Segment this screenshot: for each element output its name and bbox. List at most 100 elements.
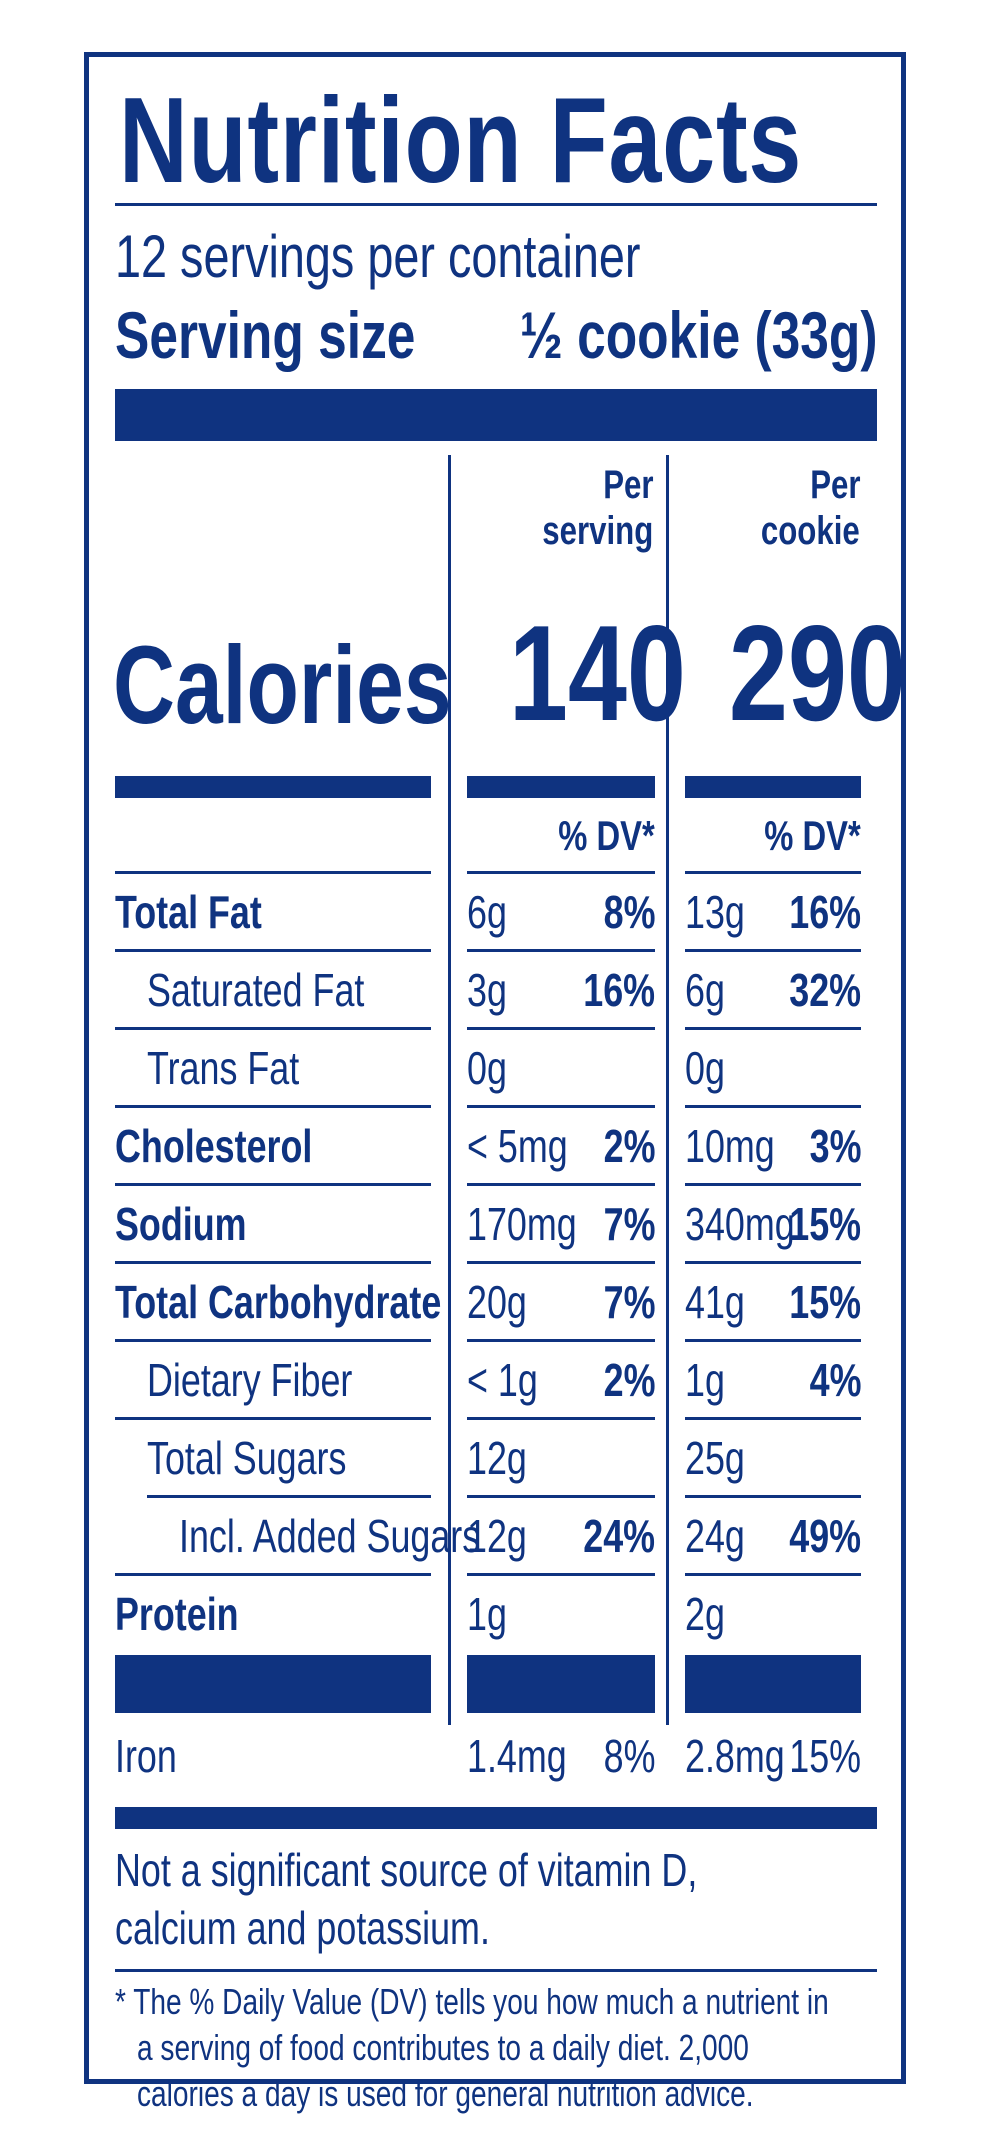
row-rule-col2 (685, 1027, 861, 1030)
serving-size-value: ½ cookie (33g) (519, 298, 877, 372)
row-rule-col1 (467, 1027, 655, 1030)
nutrient-name: Saturated Fat (147, 964, 365, 1016)
row-rule-name (115, 1183, 431, 1186)
nutrient-dv-col1: 2% (603, 1120, 655, 1172)
vitamins-bar-left (115, 1655, 431, 1713)
calories-per-serving: 140 (508, 597, 686, 749)
nutrient-dv-col1 (549, 1591, 655, 1637)
iron-dv-col2: 15% (789, 1730, 862, 1782)
nutrient-name: Total Carbohydrate (115, 1276, 442, 1328)
column-divider-1 (448, 455, 451, 1725)
nutrient-amount-col1: 170mg (467, 1198, 577, 1250)
row-rule-name (115, 949, 431, 952)
column-divider-2 (666, 455, 669, 1725)
calories-bar-col1 (467, 776, 655, 798)
iron-amount-col2: 2.8mg (685, 1730, 785, 1782)
nutrient-amount-col1: 1g (467, 1588, 507, 1640)
nutrient-dv-col2 (769, 1435, 861, 1481)
nutrient-name: Incl. Added Sugars (179, 1510, 481, 1562)
nutrient-amount-col2: 24g (685, 1510, 745, 1562)
daily-value-footnote: * The % Daily Value (DV) tells you how m… (115, 1981, 829, 2114)
nutrient-amount-col1: 3g (467, 964, 507, 1016)
nutrient-amount-col2: 1g (685, 1354, 725, 1406)
nutrient-name: Cholesterol (115, 1120, 313, 1172)
row-rule-name (115, 1261, 431, 1264)
nutrient-name: Dietary Fiber (147, 1354, 353, 1406)
row-rule-col1 (467, 1261, 655, 1264)
dv-header-col1: % DV* (558, 812, 655, 859)
nutrient-amount-col2: 13g (685, 886, 745, 938)
nutrient-amount-col1: 0g (467, 1042, 507, 1094)
row-rule-col2 (685, 1495, 861, 1498)
nutrient-dv-col1: 24% (583, 1510, 655, 1562)
row-rule-col1 (467, 1573, 655, 1576)
nutrient-dv-col2: 16% (789, 886, 862, 938)
calories-bar-left (115, 776, 431, 798)
row-rule-col2 (685, 949, 861, 952)
thick-divider-top (115, 389, 877, 441)
nutrient-amount-col1: 20g (467, 1276, 527, 1328)
nutrient-amount-col2: 6g (685, 964, 725, 1016)
nutrient-amount-col2: 41g (685, 1276, 745, 1328)
row-rule-col1 (467, 1417, 655, 1420)
nutrient-dv-col1: 8% (603, 886, 655, 938)
nutrient-amount-col2: 10mg (685, 1120, 775, 1172)
nutrient-dv-col2: 3% (809, 1120, 861, 1172)
nutrient-amount-col2: 25g (685, 1432, 745, 1484)
serving-size-label: Serving size (115, 298, 416, 372)
label-title: Nutrition Facts (119, 72, 803, 208)
calories-per-cookie: 290 (728, 597, 906, 749)
vitamins-bar-col2 (685, 1655, 861, 1713)
nutrient-amount-col1: 12g (467, 1432, 527, 1484)
row-rule-col1 (467, 1183, 655, 1186)
nutrient-amount-col2: 2g (685, 1588, 725, 1640)
nutrient-dv-col2 (769, 1045, 861, 1091)
row-rule-col2 (685, 1573, 861, 1576)
nutrition-facts-label: Nutrition Facts 12 servings per containe… (84, 52, 906, 2114)
servings-per-container: 12 servings per container (115, 223, 641, 290)
nutrient-name: Total Sugars (147, 1432, 347, 1484)
column-header-per-serving: Per serving (542, 463, 653, 553)
row-rule-col2 (685, 1261, 861, 1264)
nutrient-dv-col1: 7% (603, 1276, 655, 1328)
calories-label: Calories (113, 624, 452, 747)
iron-dv-col1: 8% (603, 1730, 655, 1782)
calories-bar-col2 (685, 776, 861, 798)
nutrient-dv-col1: 7% (603, 1198, 655, 1250)
title-divider (115, 203, 877, 206)
row-rule-name (115, 1105, 431, 1108)
nutrient-amount-col1: 6g (467, 886, 507, 938)
nutrient-dv-col1: 16% (583, 964, 655, 1016)
row-rule-name (147, 1495, 431, 1498)
row-rule-col1 (467, 949, 655, 952)
thick-divider-bottom (115, 1807, 877, 1829)
row-rule-col2 (685, 1339, 861, 1342)
nutrient-dv-col2: 4% (809, 1354, 861, 1406)
nutrient-dv-col2: 32% (789, 964, 862, 1016)
nutrient-dv-col2 (769, 1591, 861, 1637)
row-rule-col2 (685, 1417, 861, 1420)
nutrient-name: Sodium (115, 1198, 247, 1250)
nutrient-amount-col1: < 5mg (467, 1120, 568, 1172)
footnote-divider (115, 1969, 877, 1972)
nutrient-amount-col2: 0g (685, 1042, 725, 1094)
vitamins-bar-col1 (467, 1655, 655, 1713)
column-header-per-cookie: Per cookie (761, 463, 860, 553)
nutrient-dv-col2: 15% (789, 1276, 862, 1328)
row-rule-name (115, 1573, 431, 1576)
row-rule-name-top (115, 871, 431, 874)
row-rule-col2 (685, 1105, 861, 1108)
nutrient-amount-col1: < 1g (467, 1354, 538, 1406)
nutrient-dv-col1 (549, 1045, 655, 1091)
iron-name: Iron (115, 1730, 177, 1782)
iron-amount-col1: 1.4mg (467, 1730, 567, 1782)
nutrient-dv-col1 (549, 1435, 655, 1481)
row-rule-col1 (467, 1339, 655, 1342)
row-rule-name (115, 1027, 431, 1030)
nutrient-amount-col2: 340mg (685, 1198, 795, 1250)
nutrient-dv-col2: 15% (789, 1198, 862, 1250)
not-significant-source-note: Not a significant source of vitamin D, c… (115, 1844, 698, 1954)
nutrient-amount-col1: 12g (467, 1510, 527, 1562)
row-rule-col2 (685, 1183, 861, 1186)
dv-header-col2: % DV* (764, 812, 861, 859)
